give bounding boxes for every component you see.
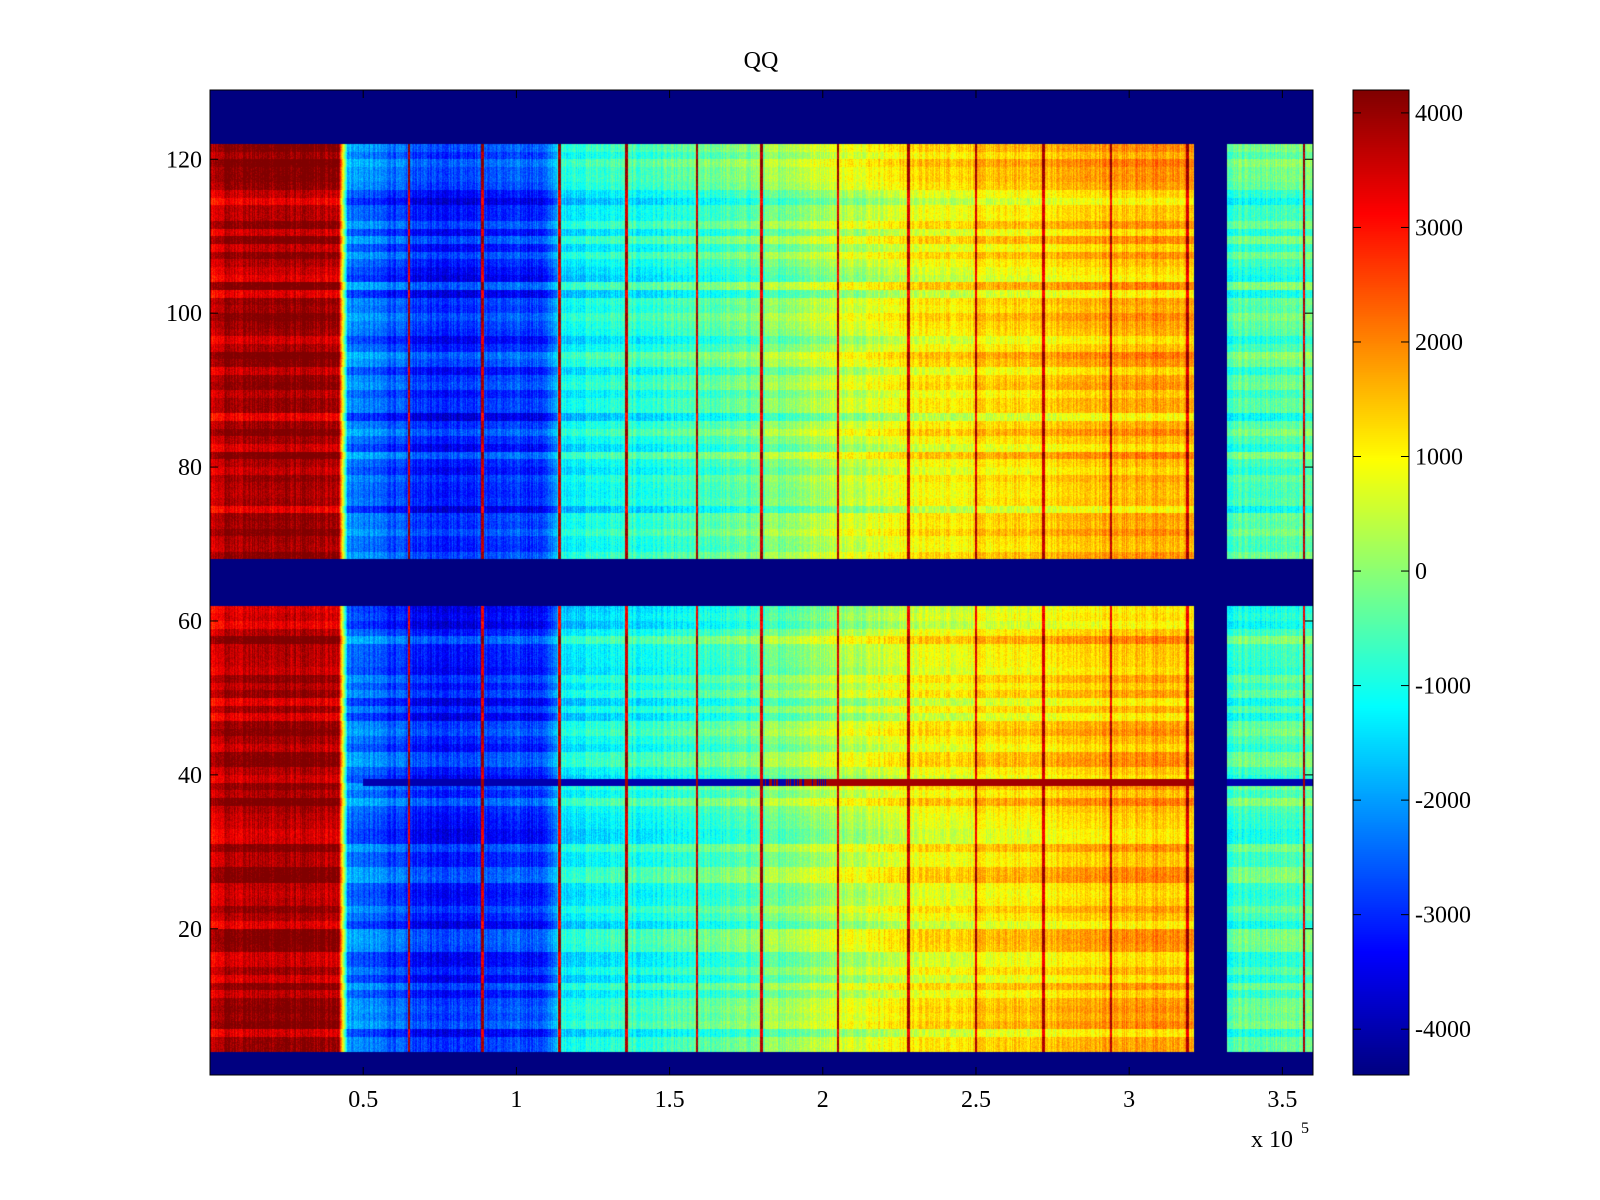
x-exponent-label: x 10 [1251, 1127, 1293, 1153]
y-axis: 20 40 60 80 100 120 [166, 147, 1313, 943]
y-tick-label: 20 [178, 917, 202, 943]
y-tick-label: 60 [178, 609, 202, 635]
colorbar-tick-label: -2000 [1415, 788, 1471, 814]
colorbar-axis: 4000 3000 2000 1000 0 -1000 -2000 -3000 -4000 [1353, 101, 1471, 1043]
colorbar-tick-label: -1000 [1415, 674, 1471, 700]
y-tick-label: 80 [178, 455, 202, 481]
y-tick-label: 100 [166, 301, 202, 327]
x-tick-label: 1.5 [655, 1087, 685, 1113]
colorbar-tick-label: -4000 [1415, 1017, 1471, 1043]
x-tick-label: 2.5 [961, 1087, 991, 1113]
x-tick-label: 0.5 [348, 1087, 378, 1113]
colorbar-tick-label: 0 [1415, 559, 1427, 585]
chart-title: QQ [744, 48, 779, 74]
heatmap-image [210, 90, 1313, 1075]
x-tick-label: 2 [817, 1087, 829, 1113]
plot-frame [209, 89, 1314, 1076]
x-tick-label: 3 [1123, 1087, 1135, 1113]
x-axis: 0.5 1 1.5 2 2.5 3 3.5 [348, 90, 1297, 1113]
colorbar-tick-label: -3000 [1415, 903, 1471, 929]
x-tick-label: 3.5 [1267, 1087, 1297, 1113]
colorbar-frame [1352, 89, 1410, 1076]
y-tick-label: 120 [166, 147, 202, 173]
x-exponent-power: 5 [1301, 1120, 1309, 1137]
x-tick-label: 1 [510, 1087, 522, 1113]
colorbar-tick-label: 2000 [1415, 330, 1463, 356]
colorbar-tick-label: 1000 [1415, 445, 1463, 471]
colorbar-image [1353, 90, 1409, 1075]
colorbar-tick-label: 3000 [1415, 215, 1463, 241]
y-tick-label: 40 [178, 763, 202, 789]
colorbar-tick-label: 4000 [1415, 101, 1463, 127]
